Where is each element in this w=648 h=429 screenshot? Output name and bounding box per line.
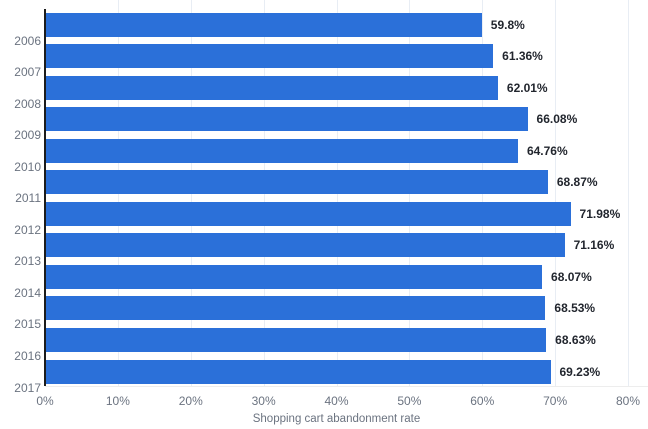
category-label-2016: 2016 — [14, 349, 41, 363]
bar-value-label-2006: 59.8% — [490, 17, 525, 32]
x-axis-title: Shopping cart abandonment rate — [252, 413, 421, 425]
bar-2006[interactable] — [46, 12, 482, 37]
bar-value-label-2017: 69.23% — [559, 364, 601, 379]
bar-2013[interactable] — [46, 233, 565, 258]
x-tick-label-10%: 10% — [105, 394, 130, 408]
category-label-2007: 2007 — [14, 65, 41, 80]
x-tick-label-40%: 40% — [324, 394, 349, 408]
category-label-2015: 2015 — [14, 317, 41, 332]
bar-2012[interactable] — [46, 201, 571, 226]
bar-value-label-2015: 68.53% — [554, 301, 596, 316]
bar-2010[interactable] — [46, 138, 518, 163]
bar-2009[interactable] — [46, 107, 528, 132]
category-label-2017: 2017 — [14, 380, 41, 395]
category-label-2010: 2010 — [14, 159, 41, 174]
bar-value-label-2010: 64.76% — [526, 143, 568, 158]
bar-value-label-2014: 68.07% — [551, 269, 592, 284]
x-axis-baseline — [45, 386, 648, 387]
x-tick-label-60%: 60% — [470, 394, 495, 408]
x-tick-label-50%: 50% — [397, 394, 422, 408]
bar-value-label-2016: 68.63% — [555, 333, 596, 347]
bar-value-label-2011: 68.87% — [556, 175, 598, 190]
gridline-70% — [555, 0, 557, 386]
x-tick-label-0%: 0% — [36, 394, 54, 408]
category-label-2009: 2009 — [14, 128, 41, 143]
bar-2016[interactable] — [46, 328, 547, 352]
bar-2008[interactable] — [46, 75, 498, 100]
category-label-2006: 2006 — [14, 33, 41, 48]
category-label-2011: 2011 — [15, 191, 41, 206]
x-tick-label-70%: 70% — [543, 394, 568, 408]
bar-value-label-2007: 61.36% — [502, 49, 543, 64]
x-tick-label-30%: 30% — [251, 394, 276, 408]
category-label-2014: 2014 — [14, 285, 41, 300]
category-label-2013: 2013 — [14, 254, 41, 269]
bar-value-label-2012: 71.98% — [579, 206, 621, 221]
x-tick-label-80%: 80% — [615, 394, 641, 408]
bar-value-label-2009: 66.08% — [536, 112, 578, 127]
category-label-2008: 2008 — [14, 96, 41, 111]
bar-2011[interactable] — [46, 170, 548, 195]
category-label-2012: 2012 — [14, 222, 41, 237]
bar-2015[interactable] — [46, 296, 546, 321]
x-tick-label-20%: 20% — [178, 394, 203, 408]
bar-value-label-2013: 71.16% — [573, 238, 615, 253]
gridline-80% — [628, 0, 629, 386]
bar-2014[interactable] — [46, 264, 543, 289]
bar-2007[interactable] — [46, 44, 494, 69]
bar-2017[interactable] — [46, 359, 551, 384]
bar-value-label-2008: 62.01% — [506, 80, 548, 95]
y-axis-line — [44, 9, 46, 386]
